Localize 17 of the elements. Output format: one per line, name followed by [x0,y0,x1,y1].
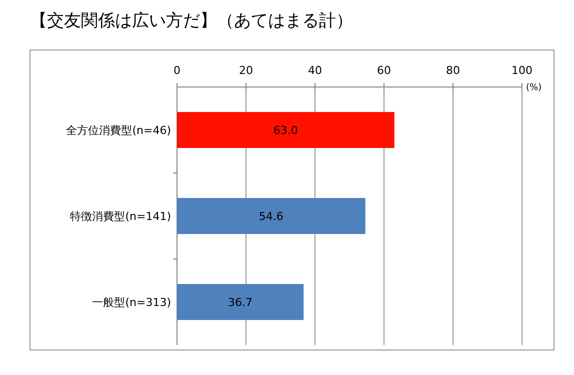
x-tick-label: 80 [446,64,460,77]
x-tick-label: 0 [174,64,180,77]
x-tick-label: 20 [239,64,253,77]
x-tick-label: 60 [377,64,391,77]
y-tick-label: 一般型(n=313) [92,296,171,309]
chart-title: 【交友関係は広い方だ】（あてはまる計） [30,11,353,31]
x-axis-title: (%) [526,83,542,93]
data-label: 54.6 [258,210,284,223]
y-tick-label: 特徴消費型(n=141) [70,210,171,223]
bar [177,198,366,234]
x-tick-label: 100 [512,64,532,77]
y-tick-label: 全方位消費型(n=46) [66,124,171,137]
bar [177,284,304,320]
data-label: 36.7 [228,296,253,309]
x-tick-label: 40 [308,64,322,77]
data-label: 63.0 [273,124,298,137]
bar [177,112,394,148]
